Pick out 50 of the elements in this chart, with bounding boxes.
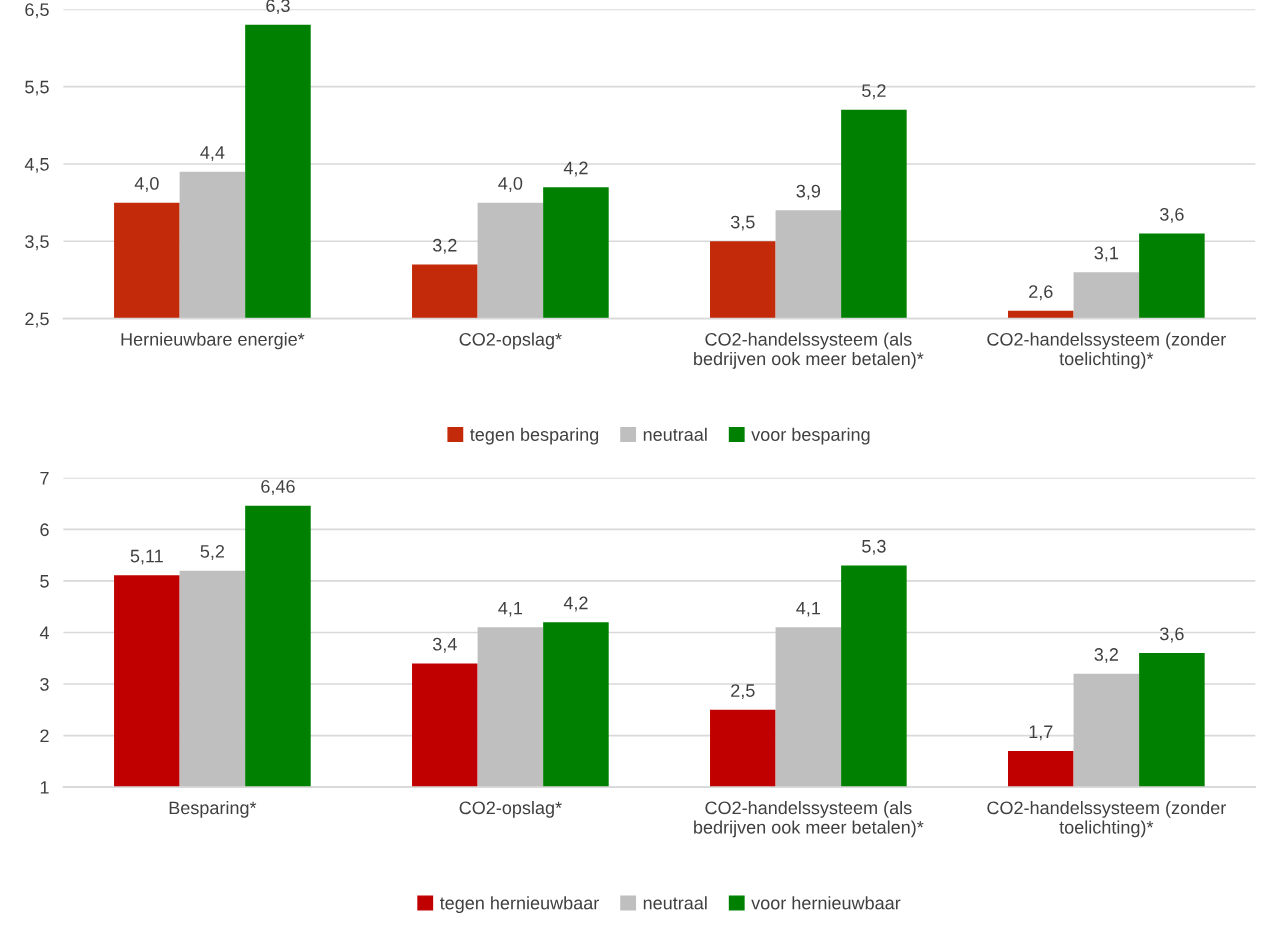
legend-label: voor besparing — [751, 427, 870, 445]
y-tick-label: 7 — [40, 471, 49, 485]
y-tick-label: 2,5 — [25, 312, 49, 328]
data-label: 3,2 — [1094, 648, 1118, 663]
data-label: 2,5 — [731, 684, 755, 700]
data-label: 3,2 — [432, 238, 457, 254]
data-label: 4,0 — [498, 177, 523, 192]
legend-label: voor hernieuwbaar — [751, 896, 901, 910]
y-tick-label: 5 — [40, 575, 49, 588]
y-tick-label: 4,5 — [24, 158, 49, 173]
data-label: 3,4 — [432, 637, 457, 653]
y-tick-label: 5,5 — [25, 80, 49, 96]
legend-label: tegen besparing — [470, 427, 599, 445]
data-label: 4,1 — [796, 601, 821, 617]
data-label: 5,3 — [862, 539, 886, 555]
y-tick-label: 2 — [40, 729, 49, 743]
data-label: 4,4 — [200, 146, 225, 161]
y-tick-label: 1 — [40, 781, 49, 794]
y-tick-label: 6,5 — [25, 3, 49, 19]
legend-label: neutraal — [643, 427, 707, 441]
x-tick-label: Hernieuwbare energie* — [121, 332, 305, 350]
data-label: 4,2 — [563, 161, 588, 177]
legend-label: tegen hernieuwbaar — [439, 896, 599, 914]
x-tick-label: CO2-handelssysteem (zonder toelichting)* — [987, 332, 1226, 369]
data-label: 3,6 — [1160, 627, 1184, 643]
data-label: 5,2 — [862, 84, 886, 100]
data-label: 6,3 — [266, 0, 290, 15]
y-tick-label: 3,5 — [25, 235, 49, 251]
data-label: 3,5 — [730, 215, 755, 231]
data-label: 3,1 — [1094, 246, 1118, 262]
y-tick-label: 3 — [40, 677, 49, 691]
data-label: 2,6 — [1029, 285, 1053, 301]
data-label: 3,9 — [796, 184, 821, 200]
legend-label: neutraal — [643, 896, 707, 910]
x-tick-label: CO2-opslag* — [459, 800, 562, 818]
x-tick-label: Besparing* — [169, 800, 257, 818]
data-label: 4,2 — [563, 596, 588, 612]
x-tick-label: CO2-handelssysteem (zonder toelichting)* — [987, 800, 1226, 838]
data-label: 4,0 — [134, 177, 159, 192]
data-label: 5,11 — [130, 549, 163, 565]
x-tick-label: CO2-handelssysteem (als bedrijven ook meer betalen)* — [694, 332, 924, 369]
x-tick-label: CO2-opslag* — [459, 332, 562, 350]
data-label: 5,2 — [200, 545, 225, 560]
x-tick-label: CO2-handelssysteem (als bedrijven ook meer betalen)* — [694, 800, 924, 838]
y-tick-label: 4 — [39, 626, 49, 640]
data-label: 4,1 — [498, 601, 523, 617]
data-label: 1,7 — [1029, 725, 1053, 741]
y-tick-label: 6 — [40, 523, 49, 537]
data-label: 3,6 — [1160, 207, 1184, 223]
data-label: 6,46 — [261, 480, 295, 495]
